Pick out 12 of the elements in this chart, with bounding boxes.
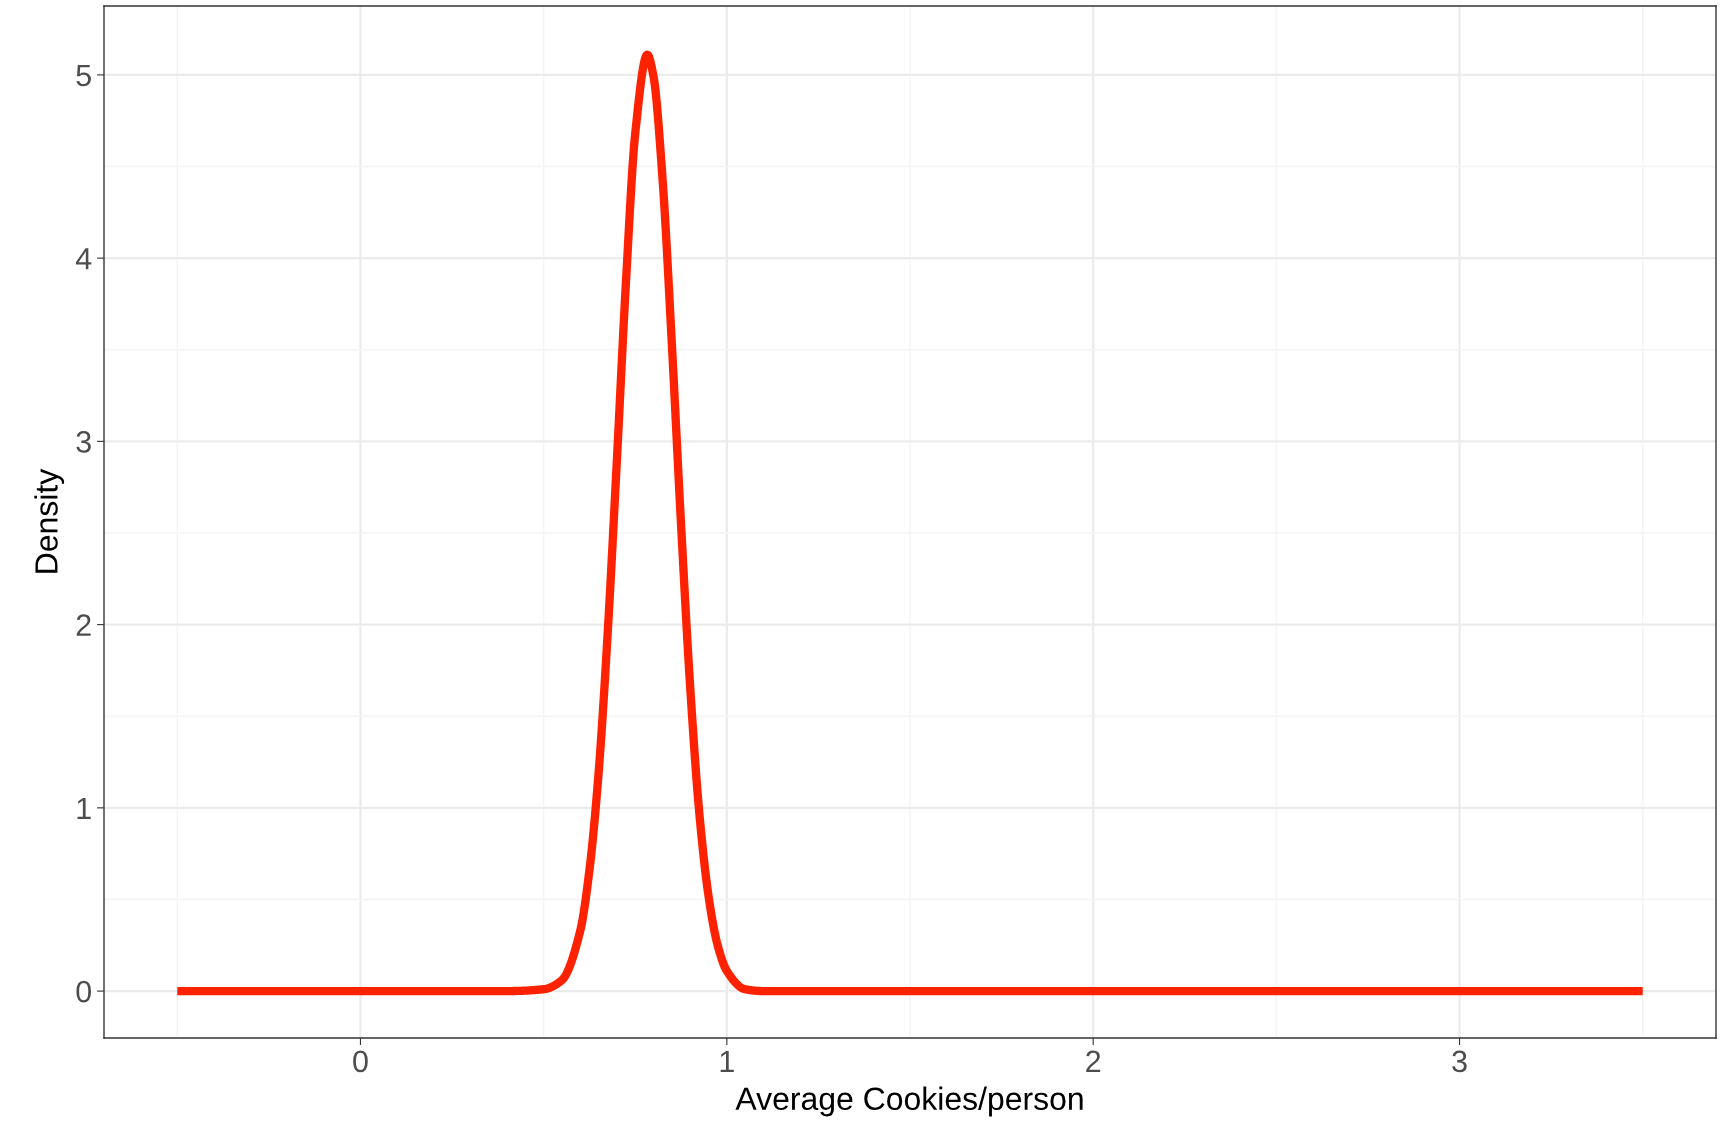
x-axis-title: Average Cookies/person [735, 1086, 1083, 1117]
y-tick-label: 2 [76, 614, 91, 636]
x-tick-label: 1 [720, 1050, 734, 1072]
y-axis-title: Density [34, 468, 65, 573]
x-tick-label: 2 [1086, 1050, 1101, 1072]
x-tick-label: 0 [353, 1050, 368, 1073]
y-tick-label: 1 [77, 797, 91, 819]
y-tick-label: 3 [76, 431, 91, 453]
y-tick-label: 5 [76, 64, 91, 87]
x-tick-label: 3 [1452, 1050, 1467, 1073]
y-tick-label: 0 [76, 980, 91, 1003]
y-tick-label: 4 [75, 248, 92, 270]
